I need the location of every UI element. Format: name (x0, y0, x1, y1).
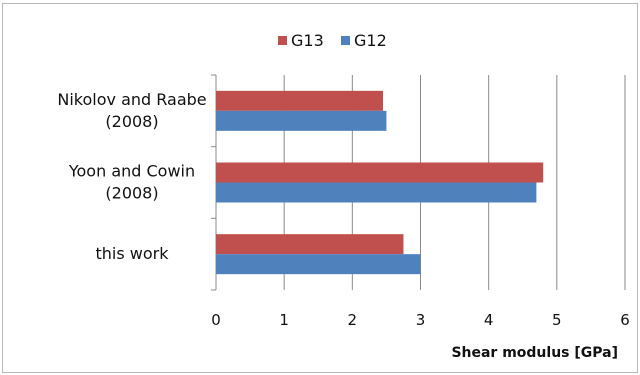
x-tick-label: 1 (279, 311, 289, 329)
x-tick-label: 2 (348, 311, 358, 329)
x-tick-label: 3 (416, 311, 426, 329)
x-tick-label: 4 (484, 311, 494, 329)
bar-g13 (216, 90, 384, 111)
bar-g12 (216, 182, 537, 203)
x-tick-label: 0 (211, 311, 221, 329)
bar-g12 (216, 110, 387, 131)
category-label: this work (96, 244, 170, 263)
category-label: Nikolov and Raabe (57, 90, 206, 109)
bar-g12 (216, 254, 421, 275)
bar-g13 (216, 162, 544, 183)
x-tick-label: 6 (620, 311, 630, 329)
category-label: (2008) (105, 184, 158, 203)
legend-label-g13: G13 (291, 31, 324, 50)
x-axis-title: Shear modulus [GPa] (451, 345, 618, 361)
legend-swatch-g12 (341, 36, 350, 45)
x-tick-label: 5 (552, 311, 562, 329)
bar-g13 (216, 234, 404, 255)
legend-swatch-g13 (278, 36, 287, 45)
category-label: Yoon and Cowin (68, 162, 195, 181)
category-label: (2008) (105, 112, 158, 131)
legend-label-g12: G12 (354, 31, 387, 50)
